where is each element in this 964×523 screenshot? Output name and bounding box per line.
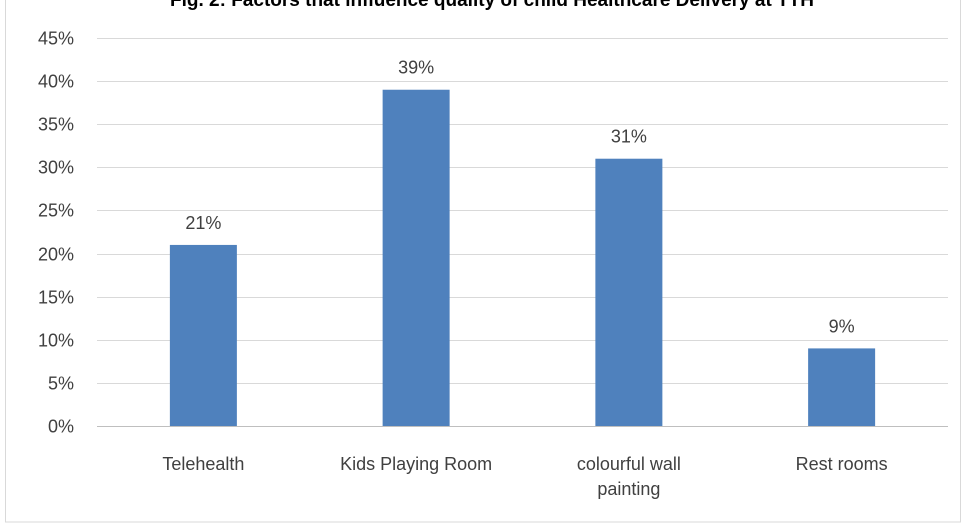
y-tick-label: 40% xyxy=(38,72,74,92)
y-tick-label: 45% xyxy=(38,29,74,49)
y-tick-label: 0% xyxy=(48,417,74,437)
data-labels: 21% 39% 31% 9% xyxy=(185,58,854,337)
data-label: 9% xyxy=(829,316,855,336)
y-tick-label: 5% xyxy=(48,374,74,394)
x-tick-label: Telehealth xyxy=(162,454,244,474)
chart-title: Fig. 2: Factors that influence quality o… xyxy=(170,0,814,11)
y-tick-label: 20% xyxy=(38,245,74,265)
data-label: 39% xyxy=(398,58,434,78)
data-label: 21% xyxy=(185,213,221,233)
x-tick-label: Rest rooms xyxy=(796,454,888,474)
y-tick-label: 35% xyxy=(38,115,74,135)
x-tick-label-line: Kids Playing Room xyxy=(340,454,492,474)
x-tick-label: colourful wall painting xyxy=(577,454,681,499)
x-tick-label-line: colourful wall xyxy=(577,454,681,474)
x-tick-label-line: Telehealth xyxy=(162,454,244,474)
data-label: 31% xyxy=(611,127,647,147)
y-tick-label: 25% xyxy=(38,201,74,221)
x-tick-label-line: painting xyxy=(597,479,660,499)
bar xyxy=(382,89,450,426)
x-tick-label-line: Rest rooms xyxy=(796,454,888,474)
gridlines xyxy=(97,38,948,384)
y-tick-label: 15% xyxy=(38,288,74,308)
x-axis-ticks: Telehealth Kids Playing Room colourful wal… xyxy=(162,454,887,499)
chart-border xyxy=(5,0,961,523)
y-tick-label: 10% xyxy=(38,331,74,351)
bar xyxy=(808,348,876,426)
y-axis-ticks: 0% 5% 10% 15% 20% 25% 30% 35% 40% 45% xyxy=(38,29,74,437)
bar xyxy=(169,244,237,426)
x-tick-label: Kids Playing Room xyxy=(340,454,492,474)
bar xyxy=(595,158,663,426)
bars xyxy=(169,89,876,426)
y-tick-label: 30% xyxy=(38,158,74,178)
